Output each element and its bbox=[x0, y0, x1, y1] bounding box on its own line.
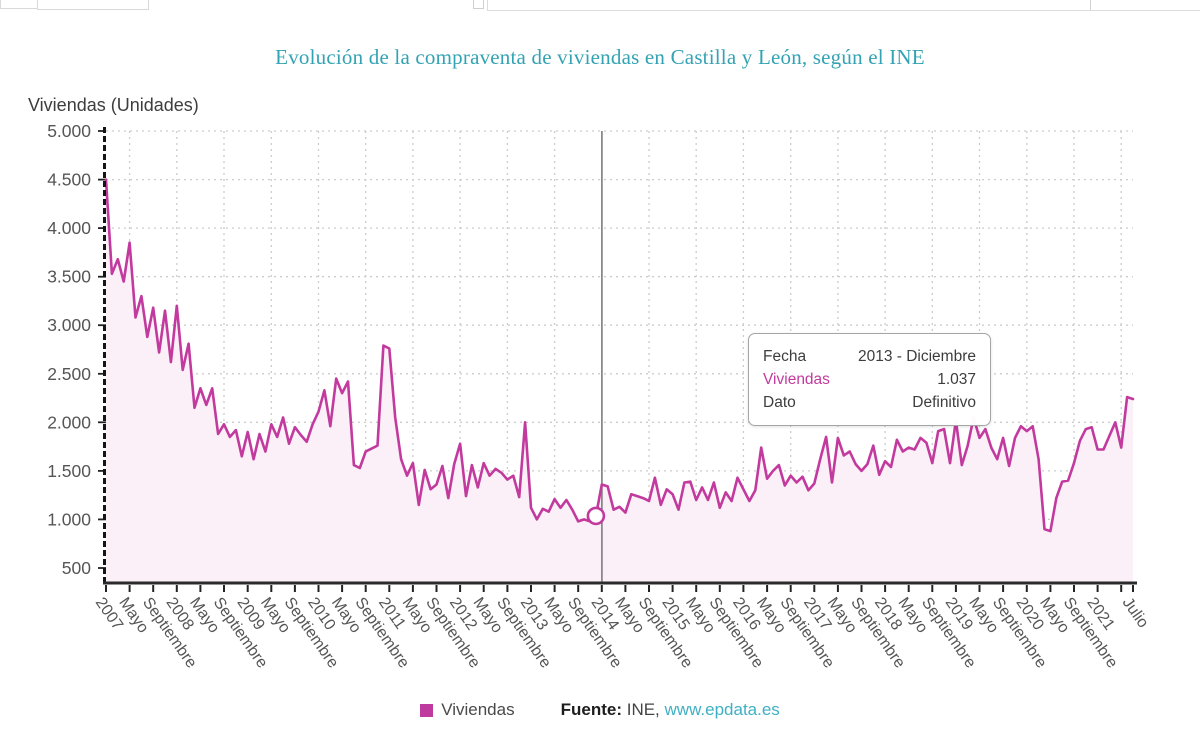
legend-swatch-icon bbox=[420, 703, 434, 717]
tooltip-row-fecha: Fecha 2013 - Diciembre bbox=[763, 345, 976, 368]
tooltip-viviendas-value: 1.037 bbox=[937, 371, 976, 388]
browser-tab-remnant bbox=[37, 0, 149, 10]
source-value: INE, bbox=[626, 700, 660, 719]
tooltip-row-viviendas: Viviendas 1.037 bbox=[763, 368, 976, 391]
tooltip-dato-label: Dato bbox=[763, 394, 796, 411]
source-label: Fuente: bbox=[560, 700, 622, 719]
y-tick-label: 2.500 bbox=[47, 364, 91, 384]
tooltip-fecha-label: Fecha bbox=[763, 348, 807, 365]
y-tick-label: 4.000 bbox=[47, 218, 91, 238]
tooltip-row-dato: Dato Definitivo bbox=[763, 391, 976, 414]
chart-footer: Viviendas Fuente: INE, www.epdata.es bbox=[0, 700, 1200, 720]
tooltip-dato-value: Definitivo bbox=[912, 394, 976, 411]
x-tick-label: Julio bbox=[1119, 595, 1152, 632]
y-tick-label: 2.000 bbox=[47, 412, 91, 432]
tooltip: Fecha 2013 - Diciembre Viviendas 1.037 D… bbox=[748, 333, 991, 426]
highlight-marker bbox=[586, 506, 606, 526]
legend-label: Viviendas bbox=[441, 700, 515, 719]
tooltip-fecha-value: 2013 - Diciembre bbox=[857, 348, 976, 365]
tooltip-viviendas-label: Viviendas bbox=[763, 371, 830, 388]
y-tick-label: 1.500 bbox=[47, 461, 91, 481]
source-line: Fuente: INE, www.epdata.es bbox=[561, 700, 780, 720]
y-tick-label: 3.500 bbox=[47, 267, 91, 287]
y-axis-title: Viviendas (Unidades) bbox=[28, 95, 199, 115]
browser-toolbar-remnant bbox=[487, 0, 1200, 11]
source-link[interactable]: www.epdata.es bbox=[664, 700, 780, 719]
series-area bbox=[106, 179, 1133, 583]
page-title: Evolución de la compraventa de viviendas… bbox=[275, 45, 925, 69]
y-tick-label: 1.000 bbox=[47, 509, 91, 529]
y-tick-label: 3.000 bbox=[47, 315, 91, 335]
y-tick-label: 4.500 bbox=[47, 170, 91, 190]
legend-item-viviendas[interactable]: Viviendas bbox=[420, 700, 515, 720]
browser-tab-remnant bbox=[473, 0, 484, 9]
toolbar-divider bbox=[1090, 0, 1091, 10]
series-line[interactable] bbox=[104, 178, 1135, 533]
y-tick-label: 500 bbox=[62, 558, 91, 578]
y-tick-label: 5.000 bbox=[47, 121, 91, 141]
